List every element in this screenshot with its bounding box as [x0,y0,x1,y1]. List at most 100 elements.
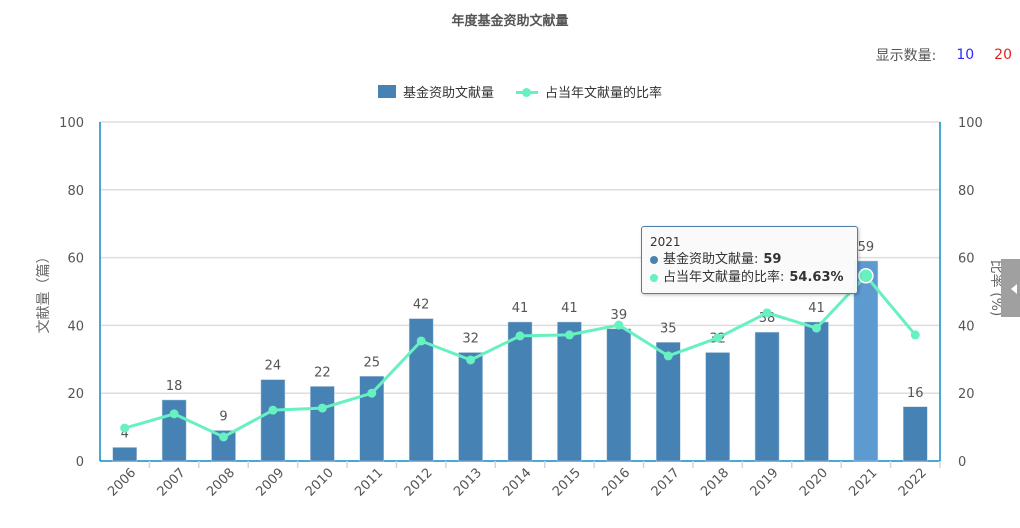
tooltip-line-value: 54.63% [789,270,844,285]
y2-axis-title: 比率 (%) [988,260,1005,317]
x-tick-label: 2009 [253,466,287,500]
ratio-point[interactable] [120,423,130,433]
x-tick-label: 2008 [204,466,238,500]
ratio-point[interactable] [515,331,525,341]
bar-value-label: 42 [413,298,430,313]
bar-value-label: 22 [314,365,331,380]
display-count-label: 显示数量: [875,48,937,64]
bar[interactable] [705,352,730,462]
display-count-option-20[interactable]: 20 [994,47,1012,63]
legend-item-bar[interactable]: 基金资助文献量 [377,82,494,101]
chart-legend: 基金资助文献量 占当年文献量的比率 [0,82,1020,101]
x-tick-label: 2006 [105,466,139,500]
bar-dot-icon [650,256,658,264]
ratio-point[interactable] [416,336,426,346]
bar-value-label: 16 [907,386,924,401]
y2-tick-label: 40 [958,319,975,334]
y-tick-label: 40 [67,319,84,334]
bar-value-label: 41 [561,301,578,316]
tooltip-line-label: 占当年文献量的比率: [663,270,785,285]
y2-tick-label: 100 [958,116,983,131]
tooltip-bar-label: 基金资助文献量: [663,252,759,267]
x-tick-label: 2021 [846,466,880,500]
bar[interactable] [754,331,780,462]
x-tick-label: 2019 [748,466,782,500]
bar[interactable] [310,386,335,462]
bar-value-label: 39 [611,308,628,323]
x-tick-label: 2012 [402,466,436,500]
x-tick-label: 2018 [698,466,732,500]
x-tick-label: 2022 [896,466,930,500]
legend-bar-label: 基金资助文献量 [402,86,494,101]
ratio-point[interactable] [811,323,821,333]
ratio-point[interactable] [466,355,476,365]
chart-tooltip: 2021 基金资助文献量: 59 占当年文献量的比率: 54.63% [641,226,858,294]
ratio-point[interactable] [713,333,723,343]
bar-value-label: 18 [166,379,183,394]
x-tick-label: 2017 [649,466,683,500]
x-tick-label: 2011 [352,466,386,500]
bar-value-label: 41 [512,301,529,316]
side-panel-toggle[interactable] [1001,259,1020,317]
legend-item-line[interactable]: 占当年文献量的比率 [516,82,662,101]
bar-value-label: 25 [363,355,380,370]
x-tick-label: 2010 [303,466,337,500]
x-tick-label: 2015 [550,466,584,500]
bar[interactable] [507,321,533,462]
bar[interactable] [853,260,879,462]
tooltip-bar-value: 59 [763,252,782,267]
ratio-point[interactable] [268,405,278,415]
x-tick-label: 2020 [797,466,831,500]
x-tick-label: 2013 [451,466,485,500]
ratio-point[interactable] [614,320,624,330]
y2-tick-label: 0 [958,455,966,470]
ratio-point[interactable] [762,308,772,318]
ratio-point[interactable] [858,268,874,284]
y-tick-label: 80 [67,184,84,199]
y-axis-title: 文献量（篇） [36,250,52,334]
bar[interactable] [557,321,582,462]
line-swatch-icon [516,86,538,98]
bar-value-label: 35 [660,321,677,336]
ratio-point[interactable] [367,388,377,398]
y-tick-label: 100 [59,116,84,131]
x-tick-label: 2014 [501,466,535,500]
tooltip-row-bar: 基金资助文献量: 59 [650,251,857,269]
y-tick-label: 60 [67,252,84,267]
ratio-point[interactable] [169,409,179,419]
y-tick-label: 0 [76,455,84,470]
bar[interactable] [260,379,286,462]
bar[interactable] [161,399,187,462]
display-count-selector: 显示数量: 10 20 [876,45,1012,65]
bar-swatch-icon [377,85,396,98]
tooltip-year: 2021 [650,235,681,249]
ratio-point[interactable] [663,351,673,361]
bar[interactable] [655,342,681,462]
bar-value-label: 41 [808,301,825,316]
ratio-point[interactable] [910,330,920,340]
bar-value-label: 59 [858,240,875,255]
bar[interactable] [112,447,137,462]
y2-tick-label: 60 [958,252,975,267]
chart-title: 年度基金资助文献量 [451,14,569,29]
display-count-option-10[interactable]: 10 [956,47,975,63]
tooltip-row-line: 占当年文献量的比率: 54.63% [650,269,857,287]
bar-value-label: 32 [462,332,479,347]
bar[interactable] [606,328,632,462]
bar-value-label: 9 [219,409,227,424]
line-dot-icon [650,274,658,282]
y2-tick-label: 80 [958,184,975,199]
ratio-point[interactable] [564,330,574,340]
bar[interactable] [458,352,483,462]
y2-tick-label: 20 [958,387,975,402]
ratio-point[interactable] [219,432,229,442]
bar[interactable] [903,406,928,462]
legend-line-label: 占当年文献量的比率 [545,86,663,101]
x-tick-label: 2016 [599,466,633,500]
bar[interactable] [804,321,829,462]
bar-value-label: 24 [265,359,282,374]
ratio-point[interactable] [317,403,327,413]
bar-value-label: 4 [121,426,129,441]
y-tick-label: 20 [67,387,84,402]
